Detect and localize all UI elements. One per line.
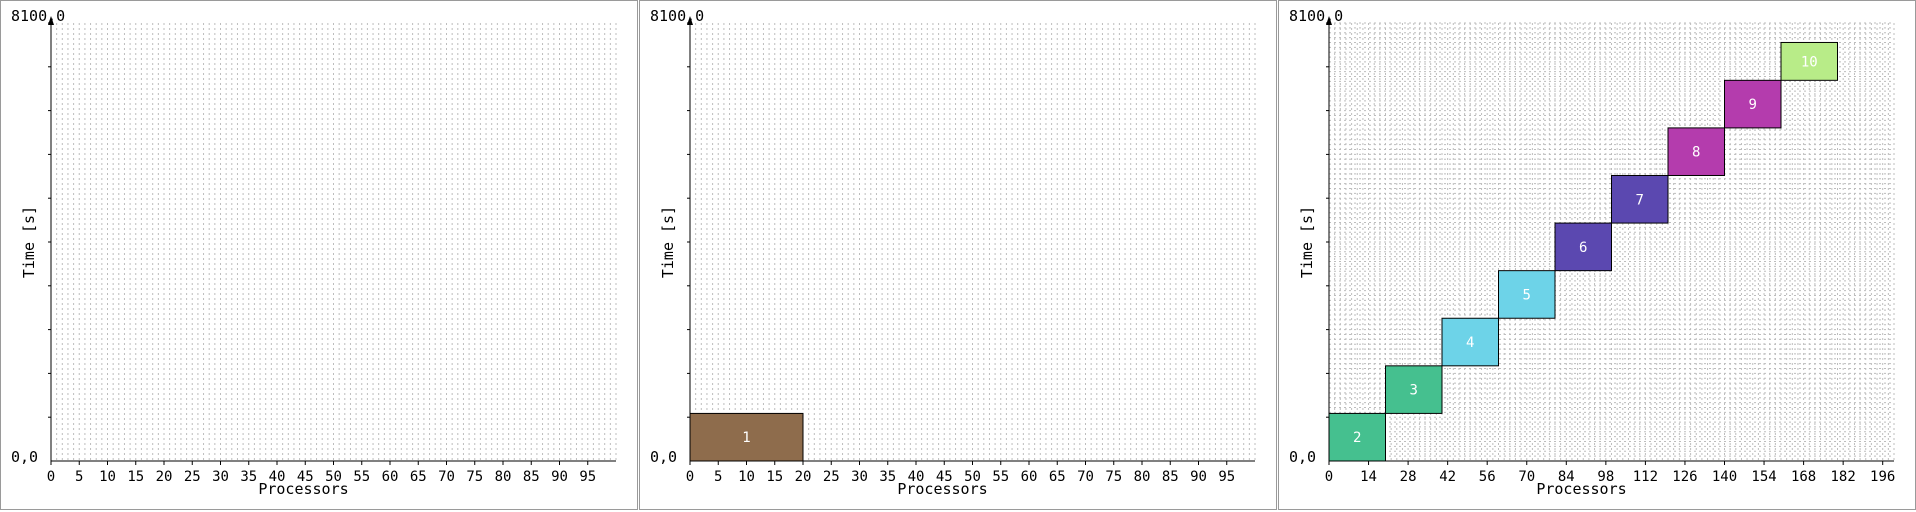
x-tick-label: 90: [551, 469, 568, 485]
chart-panel-2: 0 5 10 15 20 25 30 35 40 45 50 55 60 65 70 75 80 85 90 95 81…: [639, 0, 1277, 510]
x-tick-label: 56: [1479, 469, 1496, 485]
y-axis-title: Time [s]: [659, 206, 677, 278]
chart-3: 0 14 28 42 56 70 84 98 112 126 140 154 168 182 1968100…: [1289, 7, 1895, 498]
x-tick-label: 35: [240, 469, 257, 485]
x-axis-title: Processors: [897, 480, 987, 498]
x-tick-label: 95: [579, 469, 596, 485]
job-block: [1724, 79, 1782, 129]
job-label: 6: [1579, 240, 1587, 256]
x-tick-label: 25: [184, 469, 201, 485]
job-block: [1441, 317, 1499, 367]
y-top-label: 8100,0: [650, 7, 704, 25]
job-label: 9: [1749, 97, 1757, 113]
y-axis-title: Time [s]: [1298, 206, 1316, 278]
job-block: [1328, 412, 1386, 462]
chart-panel-1: 0 5 10 15 20 25 30 35 40 45 50 55 60 65 70 75 80 85 90 95 81…: [0, 0, 638, 510]
y-top-label: 8100,0: [1289, 7, 1343, 25]
x-tick-label: 95: [1218, 469, 1235, 485]
y-top-label: 8100,0: [11, 7, 65, 25]
x-tick-label: 30: [212, 469, 229, 485]
x-tick-label: 30: [851, 469, 868, 485]
grid: [1329, 22, 1895, 461]
job-label: 2: [1353, 430, 1361, 446]
x-tick-label: 85: [1162, 469, 1179, 485]
job-block: [1667, 127, 1725, 176]
x-tick-label: 84: [1558, 469, 1575, 485]
x-tick-label: 154: [1751, 469, 1776, 485]
job-block: [1611, 174, 1669, 224]
job-block: [1554, 222, 1612, 272]
x-axis-title: Processors: [258, 480, 348, 498]
x-tick-label: 14: [1360, 469, 1377, 485]
y-bottom-label: 0,0: [650, 448, 677, 466]
x-tick-label: 65: [410, 469, 427, 485]
x-tick-label: 140: [1712, 469, 1737, 485]
x-tick-label: 10: [99, 469, 116, 485]
x-tick-label: 10: [738, 469, 755, 485]
x-tick-label: 40: [269, 469, 286, 485]
chart-panel-3: 0 14 28 42 56 70 84 98 112 126 140 154 168 182 196 8100…: [1278, 0, 1916, 510]
job-block: [1498, 270, 1556, 319]
x-tick-label: 15: [127, 469, 144, 485]
x-tick-label: 126: [1672, 469, 1697, 485]
job-label: 5: [1523, 287, 1531, 303]
x-tick-label: 45: [936, 469, 953, 485]
x-tick-label: 28: [1400, 469, 1417, 485]
job-label: 4: [1466, 335, 1474, 351]
x-tick-label: 112: [1633, 469, 1658, 485]
job-label: 3: [1410, 383, 1418, 399]
x-tick-label: 98: [1597, 469, 1614, 485]
y-axis-title: Time [s]: [20, 206, 38, 278]
job-label: 10: [1801, 54, 1818, 70]
x-tick-label: 182: [1831, 469, 1856, 485]
job-label: 7: [1636, 192, 1644, 208]
chart-1: 0 5 10 15 20 25 30 35 40 45 50 55 60 65 70 75 80 85 90 95 81…: [11, 7, 617, 498]
x-tick-label: 55: [992, 469, 1009, 485]
x-tick-label: 42: [1439, 469, 1456, 485]
x-tick-label: 168: [1791, 469, 1816, 485]
job-block: [1385, 365, 1443, 414]
x-tick-label: 80: [495, 469, 512, 485]
x-tick-label: 0: [1325, 469, 1333, 485]
job-label: 1: [742, 430, 750, 446]
chart-2: 0 5 10 15 20 25 30 35 40 45 50 55 60 65 70 75 80 85 90 95 81…: [650, 7, 1256, 498]
y-bottom-label: 0,0: [1289, 448, 1316, 466]
x-tick-label: 60: [382, 469, 399, 485]
x-tick-label: 5: [75, 469, 83, 485]
x-tick-label: 45: [297, 469, 314, 485]
job-block: [1780, 41, 1838, 81]
x-tick-label: 0: [47, 469, 55, 485]
x-tick-label: 196: [1870, 469, 1895, 485]
x-tick-label: 60: [1021, 469, 1038, 485]
job-label: 8: [1692, 145, 1700, 161]
y-bottom-label: 0,0: [11, 448, 38, 466]
x-tick-label: 25: [823, 469, 840, 485]
x-tick-label: 15: [766, 469, 783, 485]
grid: [695, 23, 1256, 461]
x-tick-label: 75: [466, 469, 483, 485]
job-block: [689, 412, 804, 462]
x-tick-label: 75: [1105, 469, 1122, 485]
x-tick-label: 40: [908, 469, 925, 485]
x-tick-label: 20: [156, 469, 173, 485]
grid: [56, 23, 617, 461]
x-tick-label: 70: [1518, 469, 1535, 485]
x-tick-label: 90: [1190, 469, 1207, 485]
x-tick-label: 50: [325, 469, 342, 485]
x-tick-label: 70: [438, 469, 455, 485]
x-tick-label: 0: [686, 469, 694, 485]
x-tick-label: 5: [714, 469, 722, 485]
x-tick-label: 55: [353, 469, 370, 485]
x-tick-label: 35: [879, 469, 896, 485]
x-tick-label: 50: [964, 469, 981, 485]
x-tick-label: 65: [1049, 469, 1066, 485]
x-tick-label: 85: [523, 469, 540, 485]
x-tick-label: 80: [1134, 469, 1151, 485]
x-tick-label: 20: [795, 469, 812, 485]
x-tick-label: 70: [1077, 469, 1094, 485]
x-axis-title: Processors: [1536, 480, 1626, 498]
